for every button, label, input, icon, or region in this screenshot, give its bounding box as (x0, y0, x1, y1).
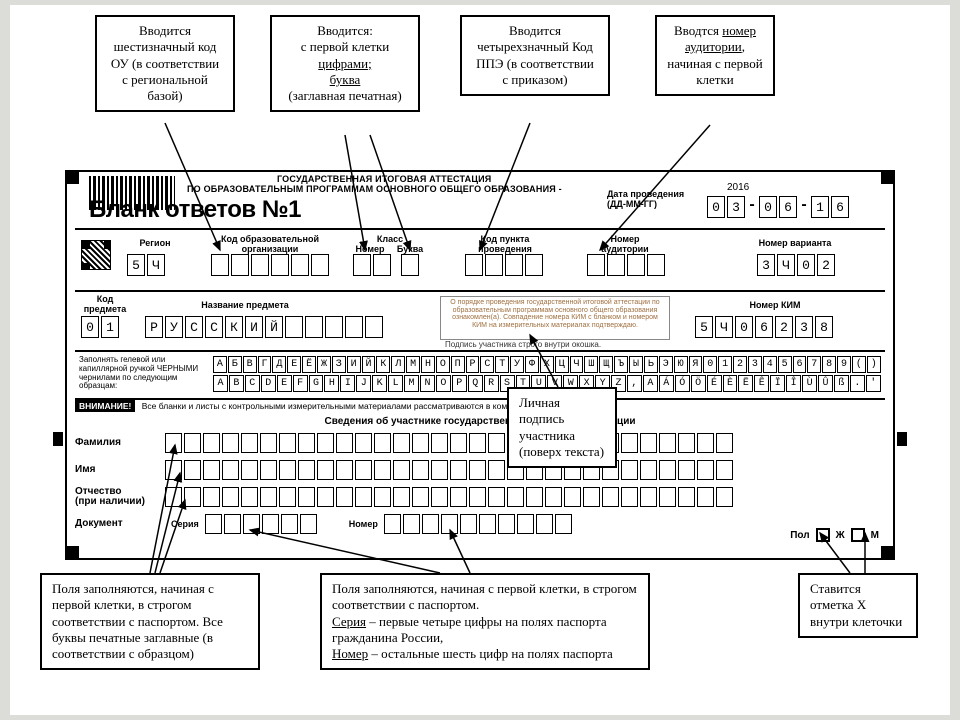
sample-text: Заполнять гелевой или капиллярной ручкой… (79, 356, 209, 391)
row-surname: Фамилия (75, 432, 885, 454)
row-codes: Регион 5Ч Код образовательной организаци… (75, 232, 885, 290)
t: – первые четыре цифры на полях паспорта … (332, 614, 607, 645)
date-label: Дата проведения (ДД-ММ-ГГ) (607, 190, 684, 210)
name-cells[interactable] (165, 460, 733, 480)
t: Номер (332, 646, 368, 661)
callout-signature: Личная подпись участника (поверх текста) (507, 387, 617, 468)
number-cells[interactable] (384, 514, 572, 534)
label-surname: Фамилия (75, 438, 165, 448)
reg-mark (53, 432, 63, 446)
label-number: Номер (349, 519, 378, 529)
callout-org-code: Вводится шестизначный код ОУ (в соответс… (95, 15, 235, 112)
row-patronymic: Отчество (при наличии) (75, 486, 885, 508)
callout-name-fields: Поля заполняются, начиная с первой клетк… (40, 573, 260, 670)
subject-code-cells[interactable]: 01 (81, 316, 119, 338)
qr-code (81, 240, 111, 270)
callout-doc-fields: Поля заполняются, начиная с первой клетк… (320, 573, 650, 670)
t: буква (330, 72, 361, 87)
label-ppe: Код пункта проведения (460, 234, 550, 254)
t: Вводится: с первой клетки (301, 23, 390, 54)
sex-f-box[interactable] (816, 528, 830, 542)
exam-form: ГОСУДАРСТВЕННАЯ ИТОГОВАЯ АТТЕСТАЦИЯ ПО О… (65, 170, 895, 560)
t: Вводтся (674, 23, 722, 38)
reg-mark (65, 546, 79, 560)
section-title: Сведения об участнике государственной ит… (67, 416, 893, 427)
aud-cells[interactable] (587, 254, 665, 276)
callout-class: Вводится: с первой клетки цифрами; буква… (270, 15, 420, 112)
label-series: Серия (171, 519, 199, 529)
callout-ppe: Вводится четырехзначный Код ППЭ (в соотв… (460, 15, 610, 96)
subject-name-cells[interactable]: РУССКИЙ (145, 316, 383, 338)
label-variant: Номер варианта (735, 238, 855, 248)
label-class: Класс (360, 234, 420, 244)
label-name: Имя (75, 465, 165, 475)
warn-tag: ВНИМАНИЕ! (75, 400, 135, 412)
form-header: ГОСУДАРСТВЕННАЯ ИТОГОВАЯ АТТЕСТАЦИЯ ПО О… (67, 172, 893, 230)
consent-notice: О порядке проведения государственной ито… (440, 296, 670, 340)
personal-info: Фамилия Имя Отчество (при наличии) Докум… (75, 432, 885, 540)
label-sex: Пол (790, 530, 809, 541)
t: – остальные шесть цифр на полях паспорта (368, 646, 613, 661)
t: Серия (332, 614, 366, 629)
patronymic-cells[interactable] (165, 487, 733, 507)
label-class-let: Буква (390, 244, 430, 254)
label-m: М (871, 530, 879, 541)
callout-sex-mark: Ставится отметка X внутри клеточки (798, 573, 918, 638)
year: 2016 (727, 182, 749, 193)
label-aud: Номер аудитории (585, 234, 665, 254)
date-cells[interactable]: 03-06-16 (707, 196, 849, 218)
callout-aud: Вводтся номер аудитории, начиная с перво… (655, 15, 775, 96)
sign-here-label: Подпись участника строго внутри окошка. (445, 340, 601, 349)
sex-m-box[interactable] (851, 528, 865, 542)
label-subj-code: Код предмета (75, 294, 135, 314)
variant-cells[interactable]: 3Ч02 (757, 254, 835, 276)
row-subject: Код предмета 01 Название предмета РУССКИ… (75, 294, 885, 348)
sex-group: Пол Ж М (790, 528, 879, 542)
org-cells[interactable] (211, 254, 329, 276)
label-org: Код образовательной организации (205, 234, 335, 254)
form-title: Бланк ответов №1 (89, 196, 301, 224)
series-cells[interactable] (205, 514, 317, 534)
t: Поля заполняются, начиная с первой клетк… (332, 581, 637, 612)
label-f: Ж (836, 530, 845, 541)
kim-cells[interactable]: 5Ч06238 (695, 316, 833, 338)
reg-mark (881, 546, 895, 560)
warn-text: Все бланки и листы с контрольными измери… (142, 401, 536, 411)
surname-cells[interactable] (165, 433, 733, 453)
reg-mark (897, 432, 907, 446)
label-document: Документ (75, 519, 165, 529)
label-subj-name: Название предмета (175, 300, 315, 310)
gov-line1: ГОСУДАРСТВЕННАЯ ИТОГОВАЯ АТТЕСТАЦИЯ (277, 174, 491, 184)
label-class-num: Номер (350, 244, 390, 254)
label-kim: Номер КИМ (715, 300, 835, 310)
warning-bar: ВНИМАНИЕ! Все бланки и листы с контрольн… (75, 400, 885, 414)
row-name: Имя (75, 459, 885, 481)
label-patronymic: Отчество (при наличии) (75, 487, 165, 507)
t: цифрами; (318, 56, 371, 71)
t: (заглавная печатная) (288, 88, 401, 103)
label-region: Регион (125, 238, 185, 248)
ppe-cells[interactable] (465, 254, 543, 276)
region-cells[interactable]: 5Ч (127, 254, 165, 276)
row-document: Документ Серия Номер (75, 513, 885, 535)
class-let-cells[interactable] (401, 254, 419, 276)
gov-line2: ПО ОБРАЗОВАТЕЛЬНЫМ ПРОГРАММАМ ОСНОВНОГО … (187, 184, 562, 194)
class-num-cells[interactable] (353, 254, 391, 276)
